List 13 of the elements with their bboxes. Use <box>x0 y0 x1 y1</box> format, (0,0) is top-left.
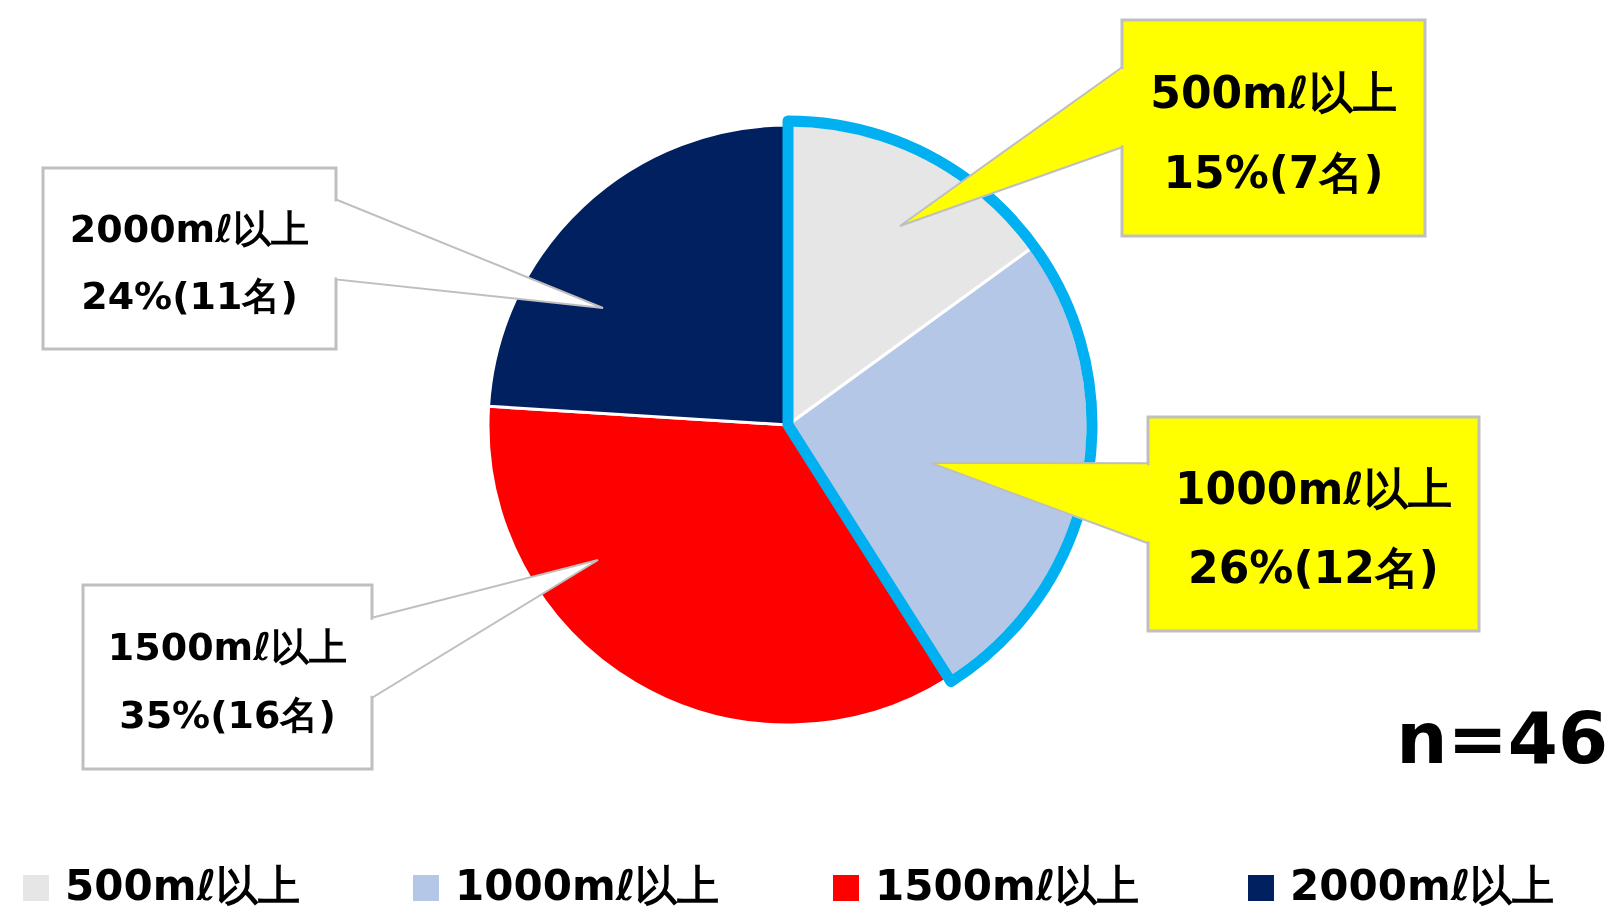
slice-label: 500mℓ以上 <box>1150 66 1397 118</box>
legend-label: 1500mℓ以上 <box>875 860 1140 910</box>
data-label: 26%(12名) <box>1188 542 1439 594</box>
legend-label: 1000mℓ以上 <box>455 860 720 910</box>
text: n=46 <box>1396 695 1608 780</box>
slice-label: 2000mℓ以上 <box>69 206 310 251</box>
legend-label: 2000mℓ以上 <box>1290 860 1555 910</box>
data-label: 15%(7名) <box>1163 146 1384 198</box>
slice-label: 1500mℓ以上 <box>107 624 348 669</box>
data-label: 35%(16名) <box>119 692 336 737</box>
slice-label: 1000mℓ以上 <box>1174 462 1453 514</box>
data-label: 24%(11名) <box>81 273 298 318</box>
legend-label: 500mℓ以上 <box>65 860 301 910</box>
